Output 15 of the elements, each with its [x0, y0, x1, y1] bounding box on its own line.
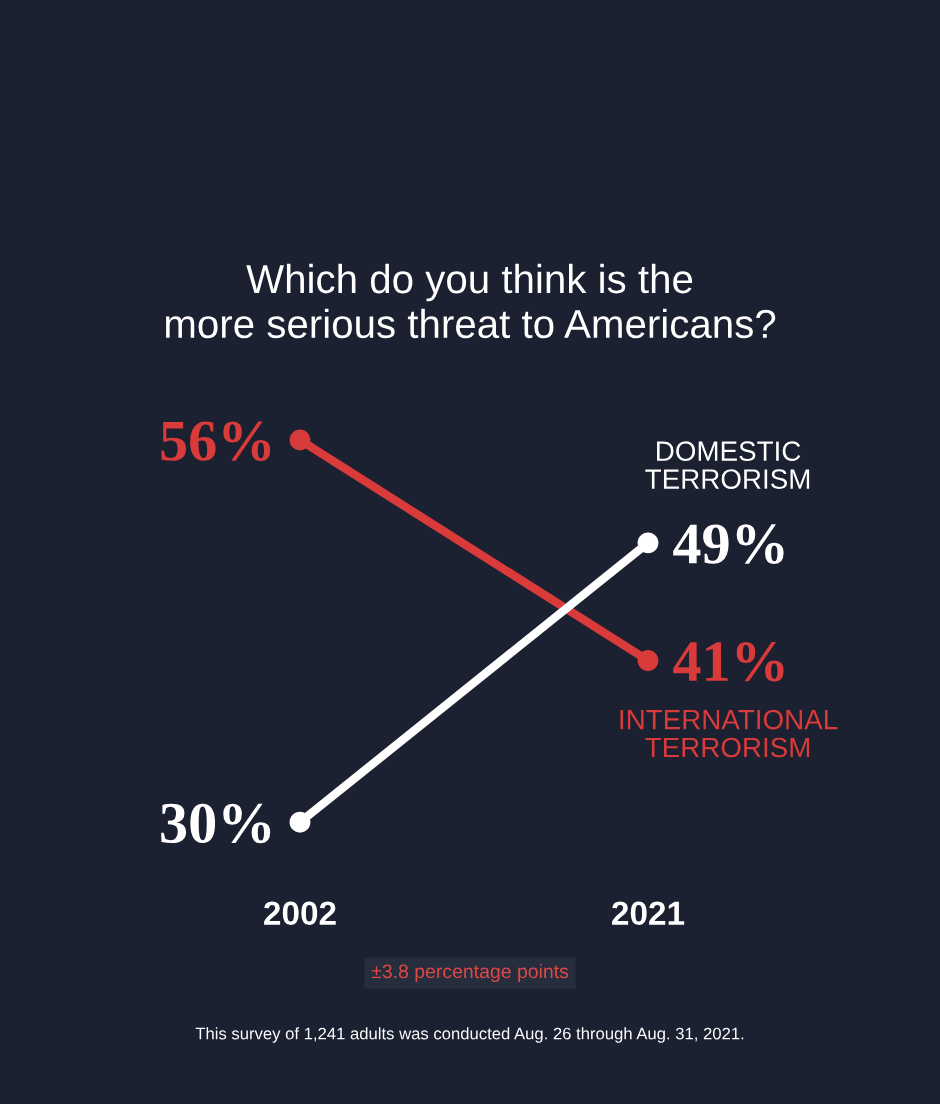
- x-tick-label: 2002: [264, 901, 336, 926]
- text: ±3.8 percentage points: [371, 963, 569, 983]
- data-label: 30%: [161, 803, 271, 844]
- data-label: 41%: [673, 641, 784, 682]
- series-label: DOMESTIC TERRORISM: [645, 441, 810, 489]
- point: [289, 811, 311, 833]
- series-label: INTERNATIONAL TERRORISM: [620, 709, 838, 758]
- chart-title: Which do you think is the more serious threat to Americans?: [166, 263, 776, 339]
- text: This survey of 1,241 adults was conducted Aug. 26 through Aug. 31, 2021.: [195, 1027, 744, 1043]
- point: [637, 532, 659, 554]
- x-tick-label: 2021: [612, 901, 685, 926]
- data-label: 56%: [161, 421, 271, 462]
- point: [289, 429, 311, 451]
- point: [637, 650, 659, 671]
- data-label: 49%: [673, 524, 784, 564]
